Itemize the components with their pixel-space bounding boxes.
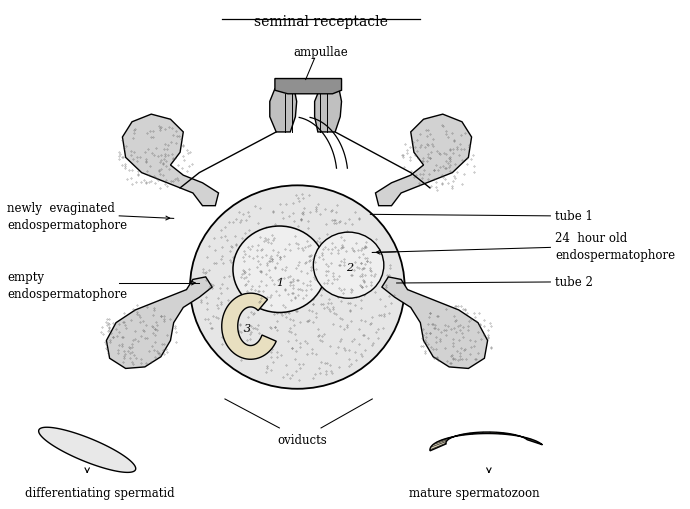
- Text: 24  hour old
endospermatophore: 24 hour old endospermatophore: [555, 232, 675, 262]
- Text: oviducts: oviducts: [277, 433, 326, 446]
- Ellipse shape: [190, 186, 404, 389]
- Polygon shape: [382, 277, 488, 369]
- Polygon shape: [221, 294, 276, 359]
- Polygon shape: [270, 87, 297, 133]
- Ellipse shape: [313, 233, 384, 299]
- Text: mature spermatozoon: mature spermatozoon: [409, 486, 540, 499]
- Polygon shape: [275, 79, 342, 95]
- Text: differentiating spermatid: differentiating spermatid: [26, 486, 175, 499]
- Text: newly  evaginated
endospermatophore: newly evaginated endospermatophore: [7, 202, 127, 232]
- Polygon shape: [122, 115, 219, 206]
- Text: tube 1: tube 1: [555, 210, 593, 223]
- Polygon shape: [315, 87, 342, 133]
- Text: seminal receptacle: seminal receptacle: [254, 15, 388, 29]
- Text: tube 2: tube 2: [555, 276, 593, 289]
- Polygon shape: [39, 428, 136, 472]
- Polygon shape: [106, 277, 212, 369]
- Text: 1: 1: [276, 277, 283, 288]
- Text: ampullae: ampullae: [294, 46, 348, 59]
- Polygon shape: [430, 432, 542, 451]
- Polygon shape: [375, 115, 471, 206]
- Text: 3: 3: [244, 323, 251, 333]
- Text: 2: 2: [346, 262, 353, 272]
- Ellipse shape: [233, 227, 326, 313]
- Text: empty
endospermatophore: empty endospermatophore: [7, 270, 127, 300]
